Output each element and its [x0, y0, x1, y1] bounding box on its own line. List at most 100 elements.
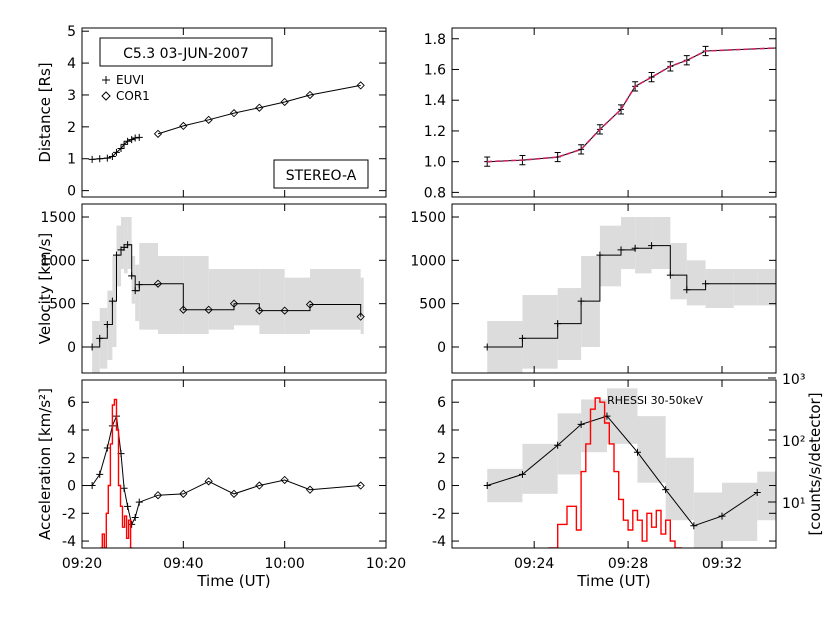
- left-distance-series-cor1-point: [305, 90, 315, 100]
- left-velocity-series-velocity-point: [124, 241, 132, 249]
- right-distance-frame: [451, 27, 777, 198]
- left-velocity-series-velocity-band: [107, 290, 113, 360]
- legend-label-euvi: EUVI: [116, 73, 144, 87]
- left-distance-plot-area: [88, 81, 365, 163]
- left-velocity-y-tick-label: 1500: [40, 210, 76, 226]
- left-velocity-series-velocity-point: [280, 306, 289, 315]
- right-velocity-series-velocity-point: [518, 334, 526, 342]
- left-acceleration-x-tick-label: 09:40: [163, 556, 203, 572]
- left-velocity-series-velocity-line: [92, 244, 362, 348]
- left-acceleration-series-acceleration-point: [88, 482, 96, 490]
- right-velocity-y-tick-label: 1000: [410, 253, 446, 269]
- left-acceleration-ylabel: Acceleration [km/s²]: [36, 388, 54, 540]
- left-velocity-y-tick-label: 500: [49, 297, 76, 313]
- right-velocity-series-velocity-band: [635, 217, 652, 274]
- left-distance-y-tick-label: 5: [67, 24, 76, 40]
- right-acceleration-y-tick-label: 0: [437, 479, 446, 495]
- right-velocity-y-tick-label: 500: [419, 297, 446, 313]
- left-acceleration-series-acceleration-point: [124, 502, 132, 510]
- left-acceleration-x-tick-label: 10:20: [366, 556, 406, 572]
- left-acceleration-series-acceleration-line: [91, 414, 361, 526]
- left-velocity-series-velocity-band: [234, 269, 260, 326]
- left-velocity-series-velocity-band: [208, 269, 234, 330]
- spacecraft-label: STEREO-A: [286, 168, 357, 184]
- left-distance-series-cor1-point: [204, 115, 213, 124]
- right-velocity-y-tick-label: 0: [437, 340, 446, 356]
- right-distance-plot-area: [484, 45, 776, 167]
- left-distance-series-euvi-point: [108, 153, 116, 161]
- right-velocity-series-velocity-point: [554, 320, 562, 328]
- right-acceleration-series-acceleration-point: [633, 448, 641, 456]
- legend-diamond-marker: [101, 91, 111, 101]
- right-distance-y-tick-label: 1.2: [424, 124, 446, 140]
- left-velocity-series-velocity-band: [135, 264, 140, 321]
- left-velocity-series-velocity-point: [204, 305, 213, 314]
- legend-plus-marker: [102, 76, 110, 84]
- left-velocity-frame: [81, 203, 387, 374]
- right-velocity-plot-area: [483, 217, 776, 373]
- left-velocity-series-velocity-point: [131, 287, 139, 295]
- right-velocity-series-velocity-point: [577, 297, 585, 305]
- left-acceleration-y-tick-label: 0: [67, 479, 76, 495]
- left-acceleration-series-acceleration-point: [280, 475, 289, 485]
- left-velocity-series-velocity-band: [121, 217, 125, 269]
- right-acceleration-y-tick-label: 6: [437, 395, 446, 411]
- left-velocity-series-velocity-band: [310, 269, 361, 330]
- left-acceleration-series-acceleration-point: [229, 489, 239, 498]
- right-acceleration-series-acceleration-point: [554, 441, 562, 449]
- right-velocity-series-velocity-band: [621, 217, 636, 269]
- left-distance-series-cor1-point: [255, 103, 264, 112]
- left-distance-series-euvi-point: [88, 155, 96, 163]
- right-acceleration-series-acceleration-band: [722, 482, 758, 542]
- left-velocity-series-velocity-band: [183, 256, 209, 334]
- left-velocity-series-velocity-point: [96, 334, 104, 342]
- right-acceleration-series-acceleration-band: [693, 492, 722, 548]
- spacecraft-box: [273, 159, 369, 189]
- left-acceleration-series-acceleration-point: [96, 470, 104, 478]
- left-acceleration-series-acceleration-point: [131, 513, 139, 521]
- left-velocity-series-velocity-band: [158, 256, 184, 334]
- right-velocity-series-velocity-point: [596, 251, 604, 259]
- left-acceleration-series-acceleration-point: [204, 477, 213, 486]
- right-acceleration-series-acceleration-band: [522, 443, 558, 494]
- left-acceleration-x-tick-label: 09:20: [62, 556, 102, 572]
- left-velocity-series-velocity-point: [229, 299, 239, 308]
- left-distance-y-tick-label: 0: [67, 184, 76, 200]
- right-acceleration-x-tick-label: 09:28: [608, 556, 648, 572]
- left-velocity-series-velocity-point: [88, 343, 96, 351]
- right-velocity-series-velocity-band: [757, 269, 776, 306]
- right-distance-series-euvi-point: [618, 104, 625, 115]
- right-acceleration-series-acceleration-point: [577, 420, 585, 428]
- right-acceleration-y2-tick-label: 10³: [782, 372, 805, 388]
- left-acceleration-y-tick-label: 4: [67, 423, 76, 439]
- right-acceleration-series-acceleration-point: [718, 512, 726, 520]
- left-distance-ylabel: Distance [Rs]: [36, 62, 54, 162]
- right-acceleration-series-rhessi-30-50kev-line: [548, 397, 683, 548]
- right-velocity-y-tick-label: 1500: [410, 210, 446, 226]
- right-acceleration-x-tick-label: 09:32: [702, 556, 742, 572]
- left-velocity-series-velocity-point: [103, 320, 111, 328]
- left-distance-y-tick-label: 3: [67, 88, 76, 104]
- right-velocity-series-velocity-band: [686, 260, 706, 306]
- left-distance-y-tick-label: 2: [67, 120, 76, 136]
- right-distance-y-tick-label: 0.8: [424, 185, 446, 201]
- left-distance-series-euvi-point: [124, 137, 132, 145]
- left-acceleration-series-acceleration-point: [153, 491, 163, 500]
- right-distance-y-tick-label: 1.4: [424, 93, 446, 109]
- right-acceleration-series-acceleration-point: [518, 470, 526, 478]
- right-distance-series-euvi-point: [554, 151, 561, 163]
- right-acceleration-series-acceleration-point: [483, 482, 491, 490]
- right-velocity-series-velocity-point: [683, 286, 691, 294]
- left-distance-frame: [81, 27, 387, 198]
- right-velocity-series-velocity-point: [702, 280, 710, 288]
- right-velocity-series-velocity-band: [733, 269, 758, 306]
- left-distance-series-cor1-line: [157, 84, 361, 135]
- right-velocity-series-velocity-point: [483, 343, 491, 351]
- left-distance-series-cor1-point: [280, 97, 289, 107]
- event-box: [99, 37, 273, 67]
- left-acceleration-x-tick-label: 10:00: [264, 556, 304, 572]
- left-acceleration-series-acceleration-point: [120, 484, 128, 492]
- left-velocity-y-tick-label: 0: [67, 340, 76, 356]
- left-acceleration-y-tick-label: -2: [62, 506, 76, 522]
- left-acceleration-xlabel: Time (UT): [196, 572, 270, 590]
